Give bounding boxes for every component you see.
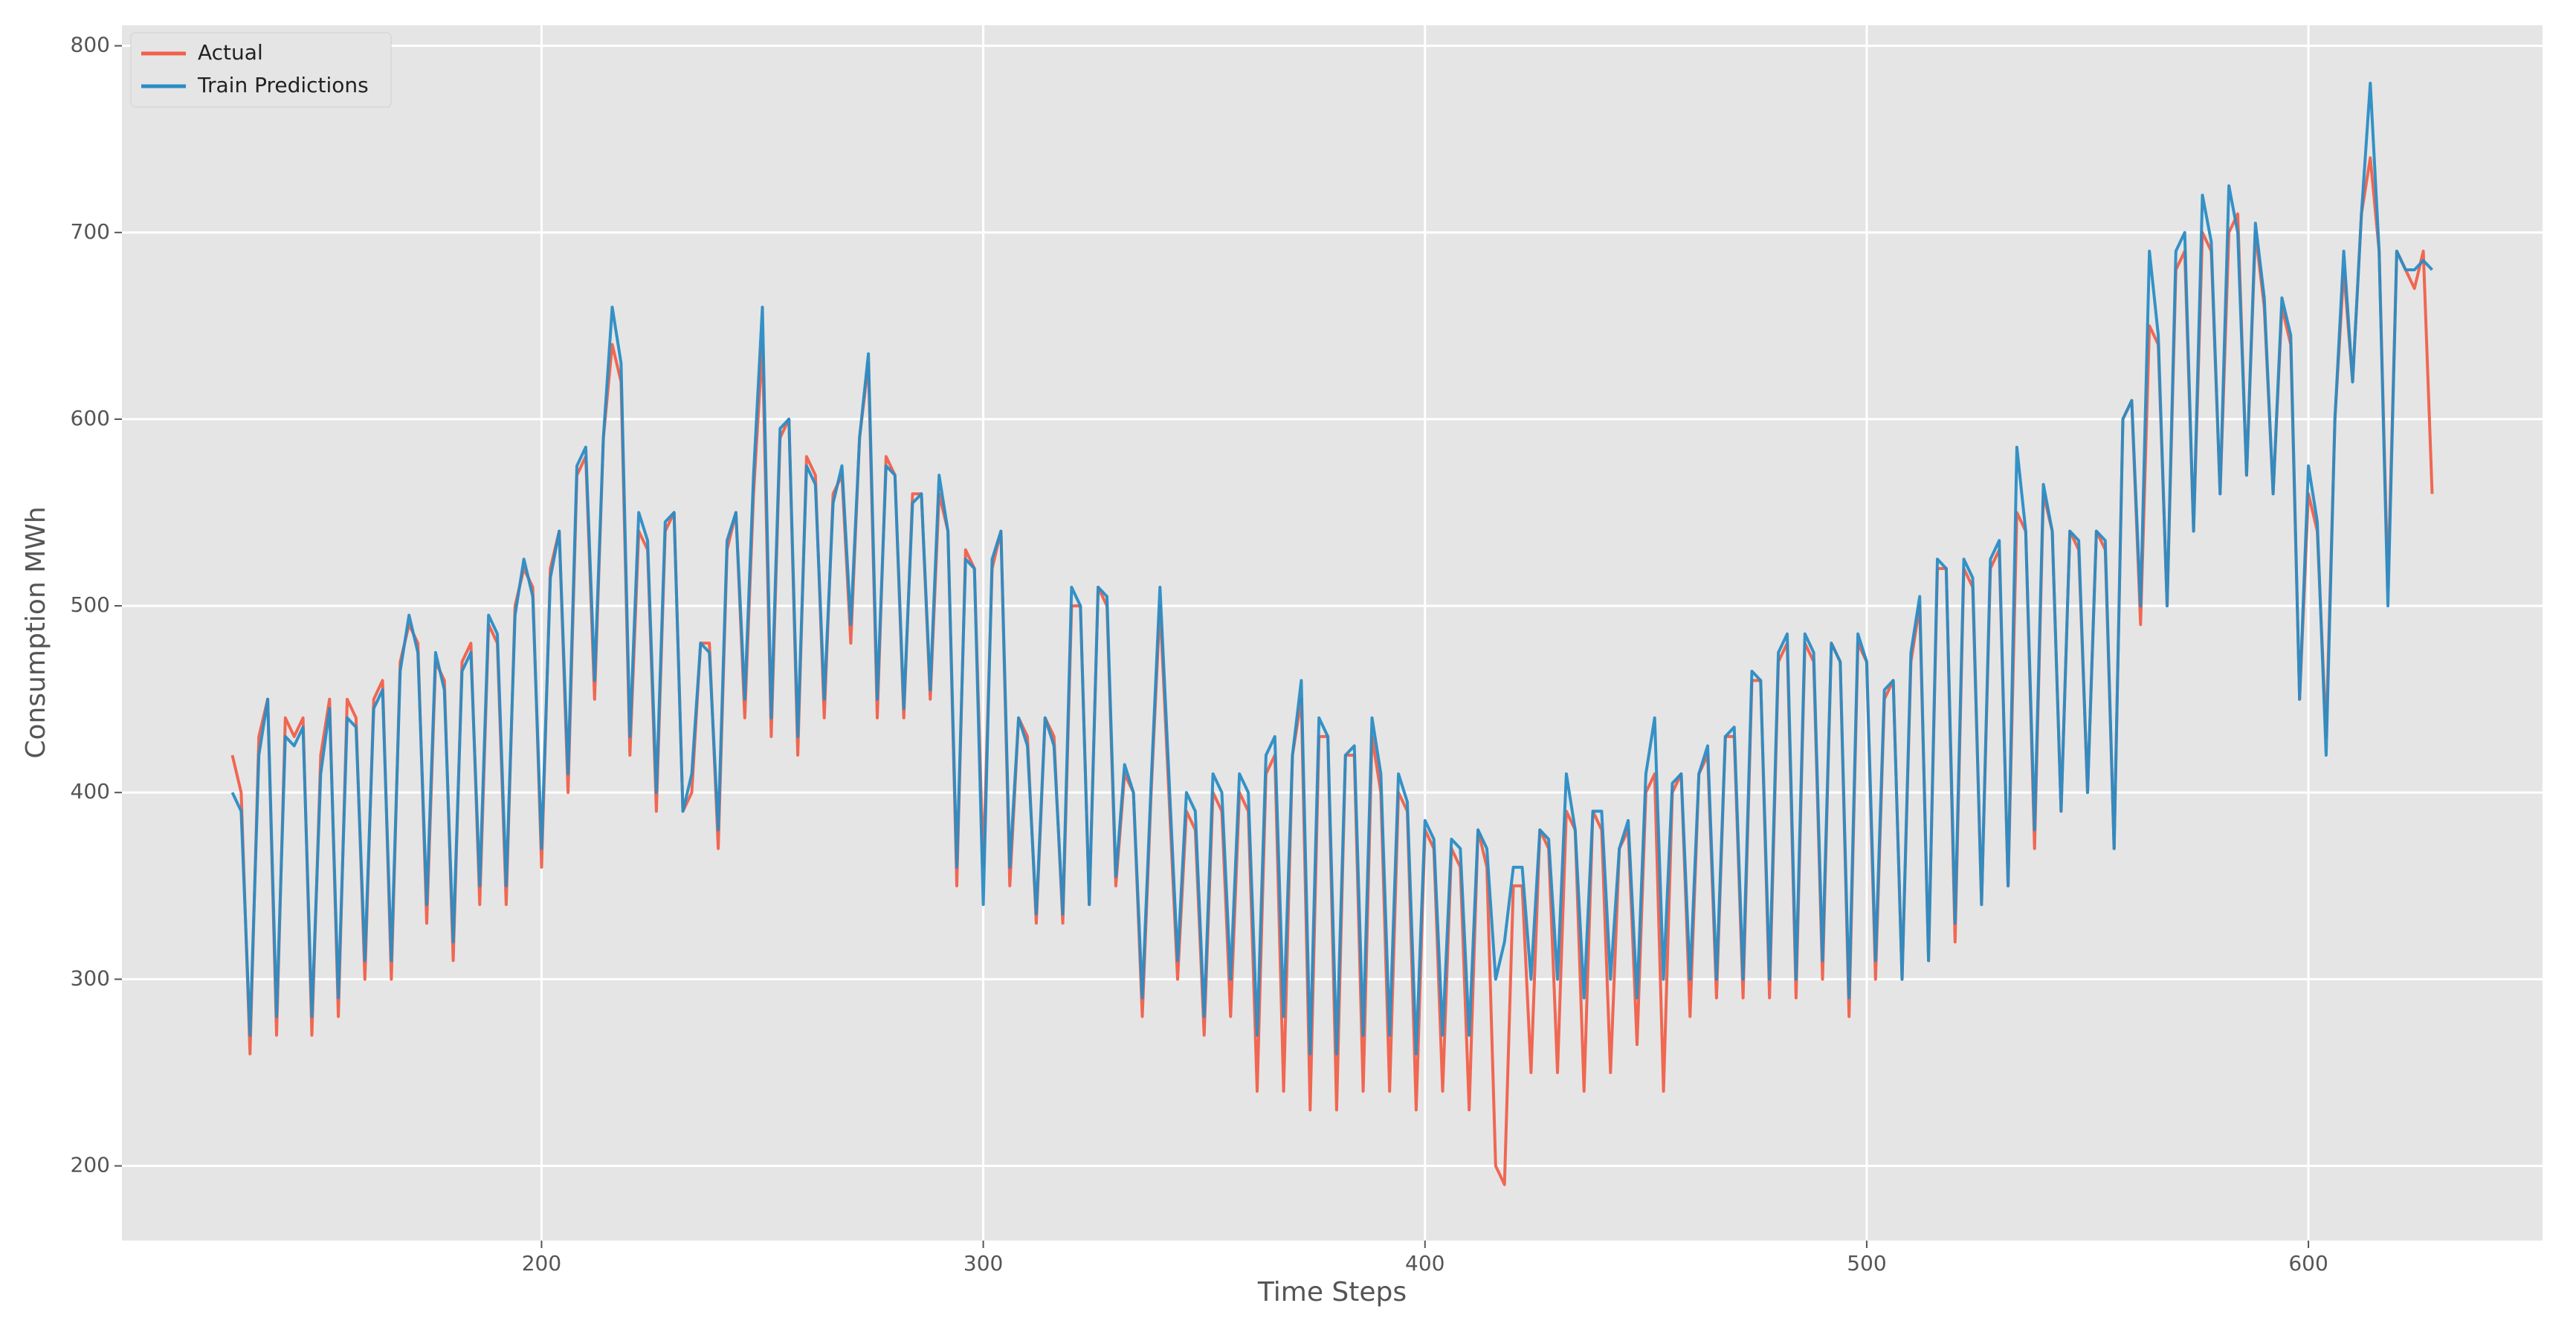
- y-tick-label: 600: [71, 406, 110, 430]
- grid: [122, 25, 2543, 1241]
- legend: Actual Train Predictions: [130, 32, 392, 108]
- y-axis-label: Consumption MWh: [21, 506, 51, 758]
- legend-box: [130, 32, 392, 108]
- plot-area: [122, 25, 2543, 1241]
- y-tick-label: 200: [71, 1153, 110, 1177]
- x-tick-label: 200: [522, 1251, 561, 1276]
- y-tick-label: 800: [71, 33, 110, 57]
- legend-label: Train Predictions: [197, 73, 369, 97]
- y-tick-label: 700: [71, 219, 110, 244]
- y-tick-label: 300: [71, 966, 110, 990]
- x-axis-label: Time Steps: [1257, 1277, 1407, 1307]
- legend-label: Actual: [198, 40, 263, 65]
- lines: [230, 81, 2434, 1186]
- x-tick-label: 600: [2288, 1251, 2328, 1276]
- x-tick-label: 300: [963, 1251, 1003, 1276]
- series-line: [230, 81, 2433, 1055]
- y-tick-label: 500: [71, 592, 110, 617]
- x-tick-label: 400: [1405, 1251, 1444, 1276]
- y-tick-label: 400: [71, 779, 110, 804]
- x-tick-label: 500: [1847, 1251, 1886, 1276]
